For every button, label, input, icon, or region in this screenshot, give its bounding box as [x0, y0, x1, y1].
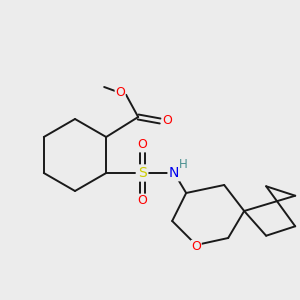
Text: O: O — [115, 86, 125, 100]
Text: N: N — [169, 166, 179, 180]
Text: O: O — [137, 194, 147, 208]
Text: O: O — [137, 139, 147, 152]
Text: H: H — [179, 158, 188, 170]
Text: O: O — [191, 241, 201, 254]
Text: S: S — [138, 166, 147, 180]
Text: O: O — [162, 115, 172, 128]
